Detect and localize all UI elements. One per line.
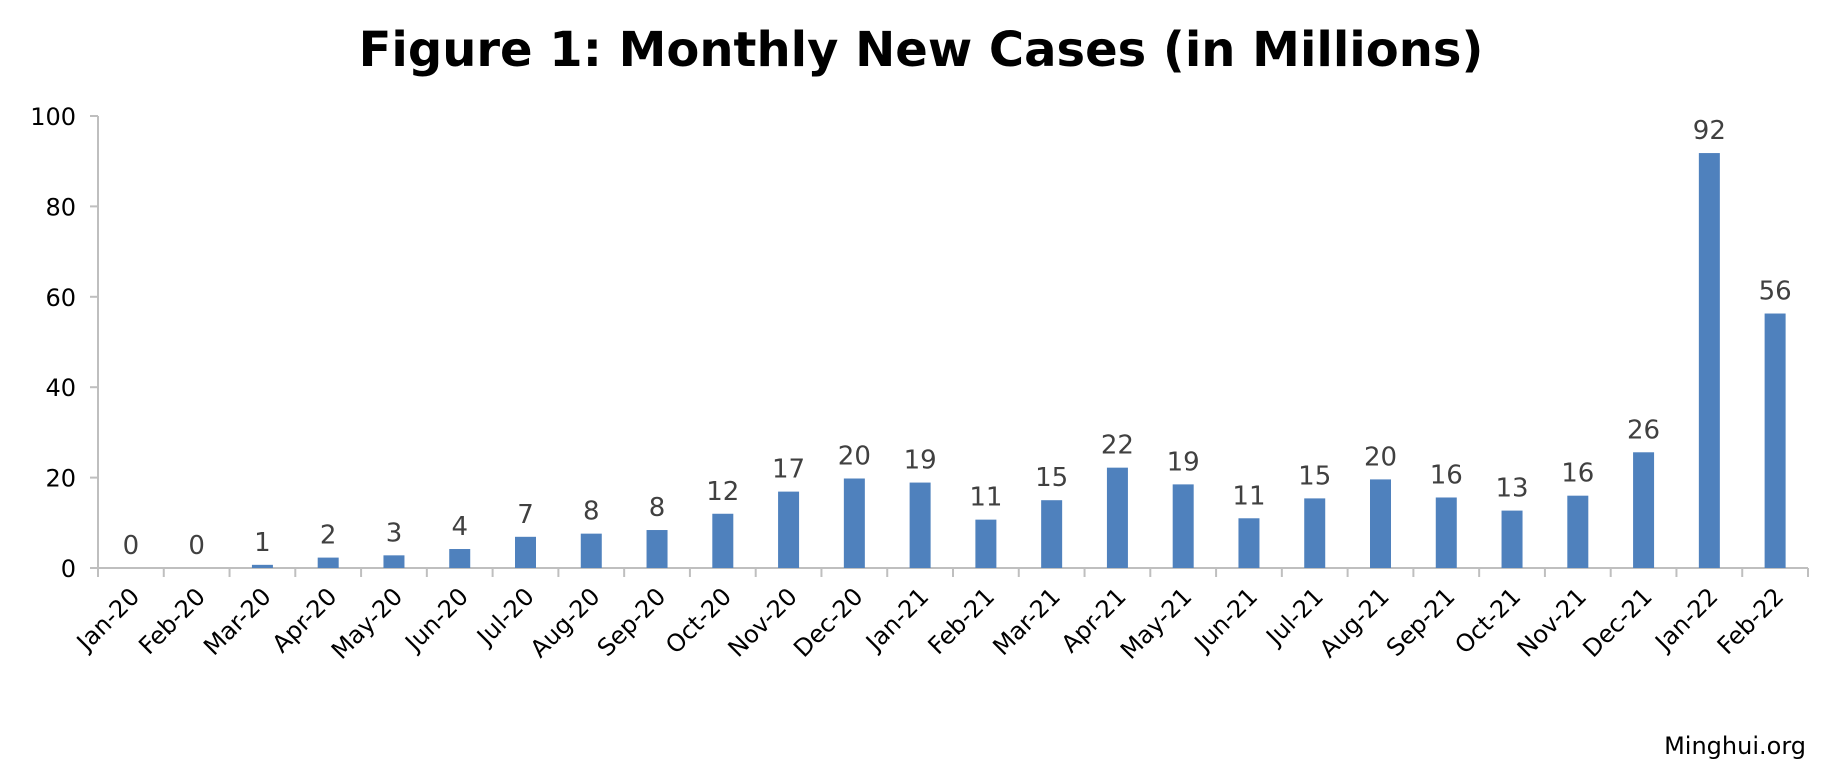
x-tick-label: Dec-20 — [788, 582, 868, 662]
x-tick-label: Aug-20 — [525, 582, 606, 663]
data-label: 26 — [1627, 415, 1660, 445]
data-label: 20 — [1364, 442, 1397, 472]
y-tick-label: 20 — [45, 465, 76, 493]
bar-sep-20 — [646, 530, 668, 568]
x-tick-label: Mar-21 — [987, 582, 1065, 660]
bar-nov-21 — [1567, 495, 1589, 568]
data-label: 7 — [517, 500, 534, 530]
chart-title: Figure 1: Monthly New Cases (in Millions… — [358, 22, 1484, 78]
bar-mar-20 — [251, 564, 273, 568]
bar-apr-20 — [317, 557, 339, 568]
x-tick-label: Aug-21 — [1314, 582, 1395, 663]
data-label: 0 — [188, 531, 205, 561]
data-label: 15 — [1298, 461, 1331, 491]
bar-aug-21 — [1370, 479, 1391, 568]
data-label: 1 — [254, 528, 271, 558]
x-tick-label: Oct-21 — [1449, 582, 1526, 659]
y-tick-label: 60 — [45, 284, 76, 312]
data-label: 20 — [838, 442, 871, 472]
y-tick-label: 40 — [45, 374, 76, 402]
data-label: 2 — [320, 521, 337, 551]
bar-aug-20 — [580, 533, 602, 568]
bar-jun-21 — [1238, 518, 1260, 568]
x-tick-label: Nov-21 — [1512, 582, 1592, 662]
bar-may-21 — [1172, 484, 1194, 568]
bar-feb-22 — [1764, 313, 1786, 568]
bar-jan-21 — [909, 482, 931, 568]
data-label: 12 — [706, 477, 739, 507]
data-label: 8 — [649, 493, 666, 523]
bar-dec-21 — [1633, 452, 1655, 568]
data-label: 13 — [1495, 474, 1528, 504]
data-label: 19 — [1167, 447, 1200, 477]
x-tick-label: Jan-21 — [859, 582, 934, 657]
bar-jul-21 — [1304, 498, 1326, 568]
x-tick-label: Feb-20 — [133, 582, 211, 660]
x-tick-label: Oct-20 — [660, 582, 737, 659]
data-label: 16 — [1430, 460, 1463, 490]
bar-feb-21 — [975, 519, 997, 568]
bar-dec-20 — [843, 478, 865, 568]
x-tick-label: Feb-22 — [1712, 582, 1790, 660]
bar-sep-21 — [1435, 497, 1457, 568]
source-credit: Minghui.org — [1664, 732, 1806, 760]
x-tick-label: Mar-20 — [198, 582, 276, 660]
x-tick-label: Dec-21 — [1577, 582, 1657, 662]
data-label: 8 — [583, 497, 600, 527]
x-tick-label: Sep-21 — [1381, 582, 1461, 662]
x-tick-label: May-20 — [326, 582, 408, 664]
bar-apr-21 — [1106, 467, 1128, 568]
x-tick-label: Feb-21 — [923, 582, 1001, 660]
data-label: 4 — [451, 512, 468, 542]
data-label: 3 — [386, 518, 403, 548]
y-tick-label: 80 — [45, 193, 76, 221]
x-tick-label: Nov-20 — [723, 582, 803, 662]
x-axis: Jan-20Feb-20Mar-20Apr-20May-20Jun-20Jul-… — [70, 567, 1809, 665]
x-tick-label: May-21 — [1115, 582, 1197, 664]
bar-oct-21 — [1501, 510, 1523, 568]
data-label: 16 — [1561, 459, 1594, 489]
bar-nov-20 — [778, 491, 800, 568]
data-label: 22 — [1101, 431, 1134, 461]
bar-may-20 — [383, 555, 405, 568]
x-tick-label: Jan-22 — [1648, 582, 1723, 657]
data-label: 0 — [123, 531, 140, 561]
y-axis: 0 20 40 60 80 100 — [30, 103, 99, 583]
x-tick-label: Jan-20 — [70, 582, 145, 657]
bar-jul-20 — [515, 536, 536, 568]
y-tick-label: 100 — [30, 103, 76, 131]
data-label: 11 — [1232, 481, 1265, 511]
bar-oct-20 — [712, 513, 734, 568]
bar-jun-20 — [449, 549, 471, 568]
x-tick-label: Jun-20 — [399, 582, 474, 657]
y-tick-label: 0 — [61, 555, 76, 583]
data-label: 56 — [1759, 277, 1792, 307]
data-label: 19 — [904, 446, 937, 476]
x-tick-label: Sep-20 — [592, 582, 672, 662]
data-label: 15 — [1035, 463, 1068, 493]
data-label: 17 — [772, 455, 805, 485]
data-label: 11 — [969, 483, 1002, 513]
x-tick-label: Jun-21 — [1188, 582, 1263, 657]
bar-series — [251, 153, 1786, 568]
bar-mar-21 — [1041, 500, 1063, 568]
bar-jan-22 — [1698, 153, 1720, 568]
data-label: 92 — [1693, 116, 1726, 146]
